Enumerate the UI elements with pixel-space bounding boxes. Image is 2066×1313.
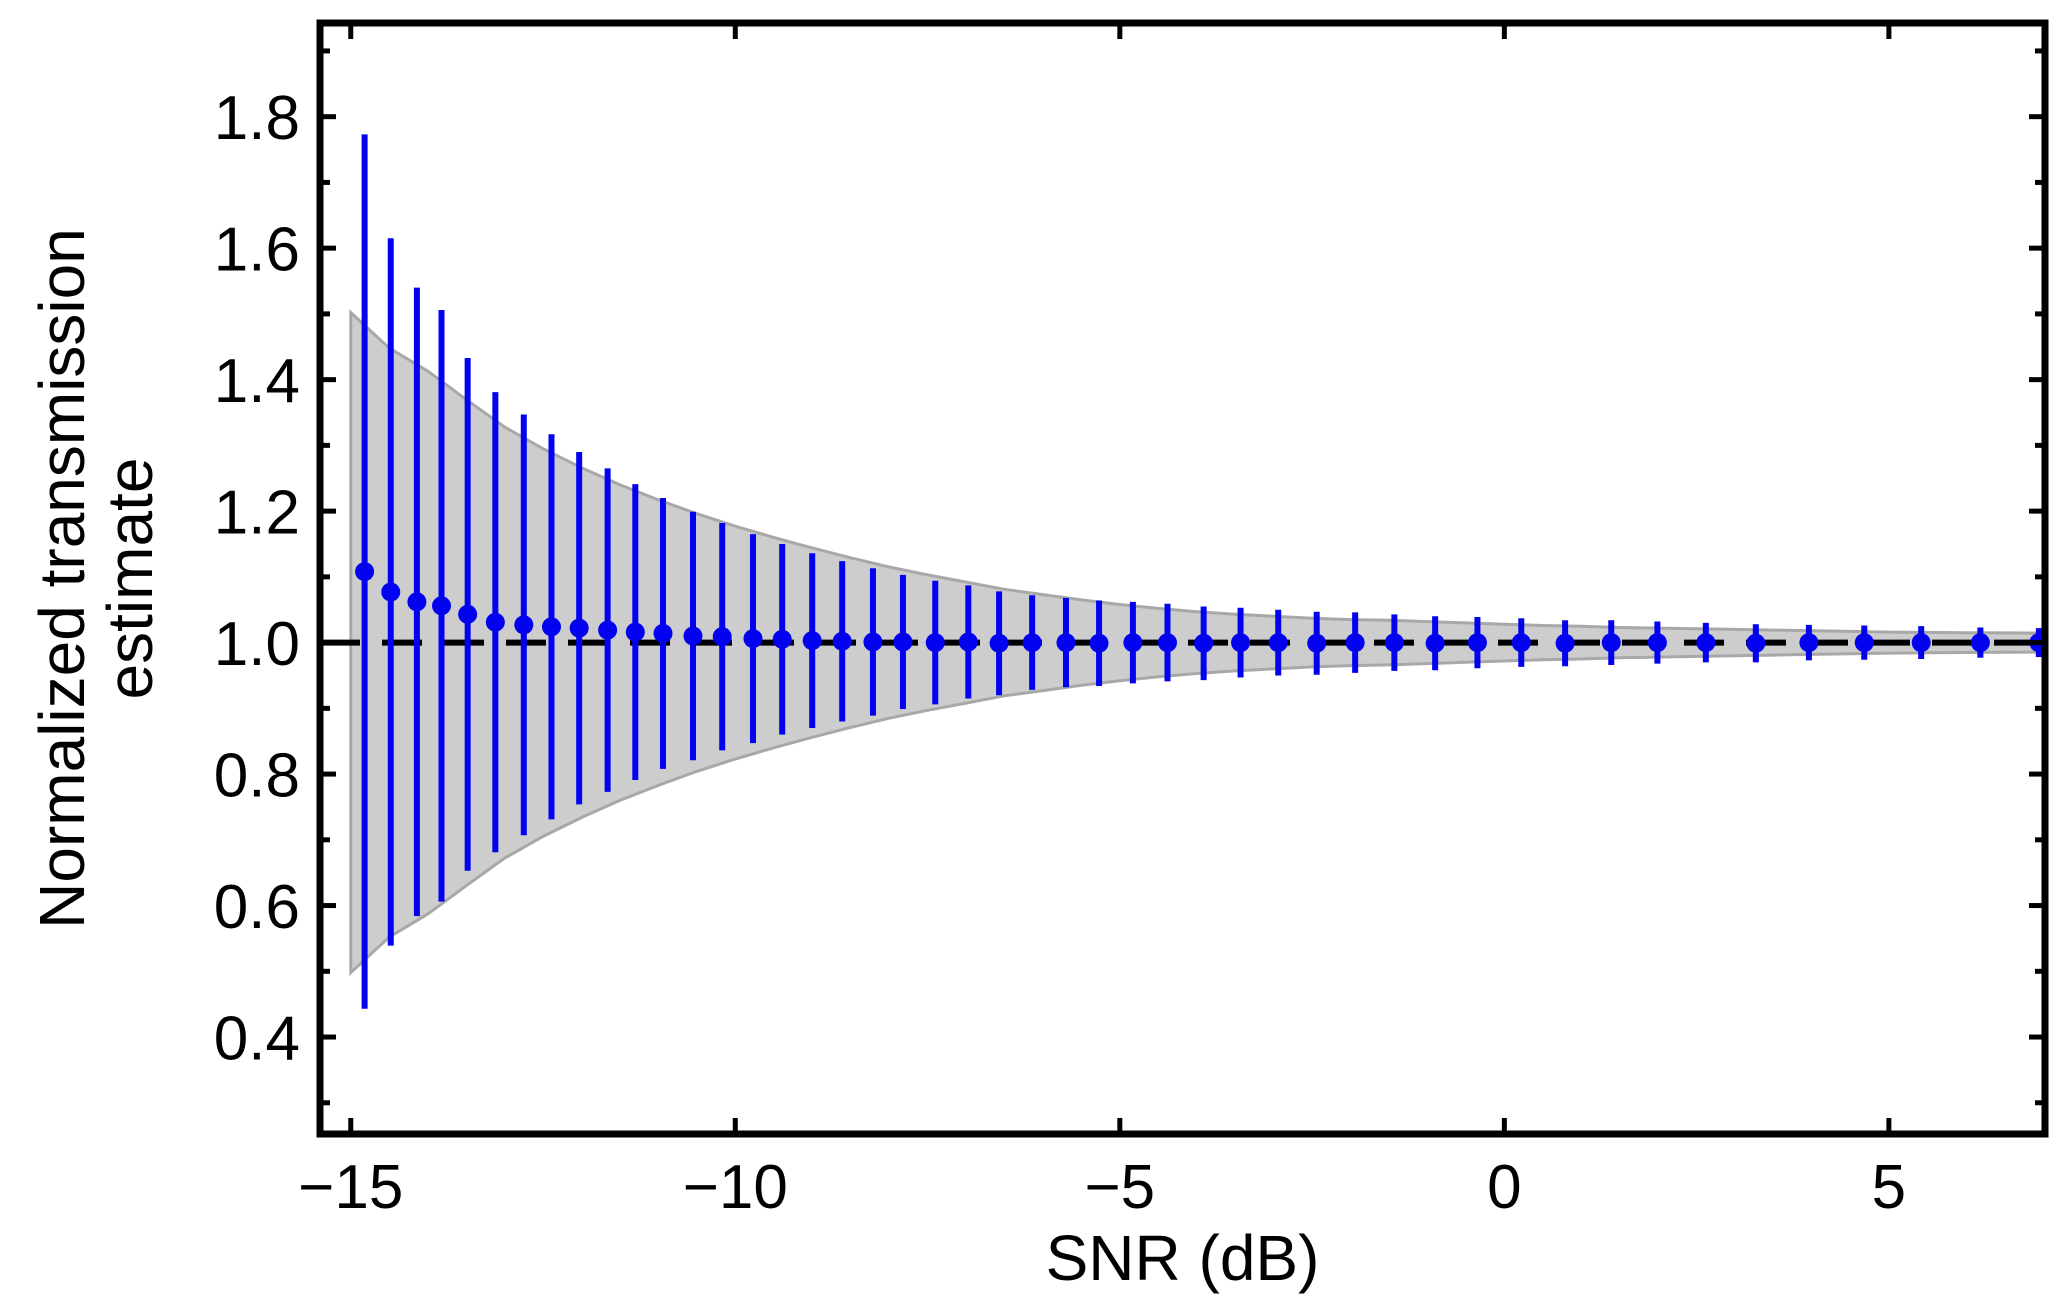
data-point bbox=[989, 633, 1009, 653]
data-point bbox=[1746, 633, 1766, 653]
y-axis-label-line1: Normalized transmission bbox=[26, 228, 98, 929]
data-point bbox=[1345, 633, 1365, 653]
data-point bbox=[1647, 633, 1667, 653]
data-point bbox=[1467, 633, 1487, 653]
y-tick-label: 0.4 bbox=[214, 1004, 300, 1073]
data-point bbox=[1601, 633, 1621, 653]
data-point bbox=[485, 612, 505, 632]
data-point bbox=[958, 632, 978, 652]
data-point bbox=[1158, 633, 1178, 653]
data-point bbox=[1799, 633, 1819, 653]
data-point bbox=[1696, 633, 1716, 653]
data-point bbox=[1056, 633, 1076, 653]
data-point bbox=[514, 615, 534, 635]
data-point bbox=[653, 623, 673, 643]
data-point bbox=[569, 618, 589, 638]
data-point bbox=[407, 592, 427, 612]
y-tick-label: 0.8 bbox=[214, 741, 300, 810]
data-point bbox=[802, 631, 822, 651]
y-tick-label: 0.6 bbox=[214, 873, 300, 942]
data-point bbox=[1022, 633, 1042, 653]
y-axis-label-line2: estimate bbox=[94, 458, 166, 700]
x-tick-label: −10 bbox=[683, 1153, 788, 1222]
x-tick-label: 0 bbox=[1487, 1153, 1521, 1222]
data-point bbox=[712, 627, 732, 647]
data-point bbox=[1089, 633, 1109, 653]
data-point bbox=[1194, 633, 1214, 653]
y-tick-label: 1.4 bbox=[214, 347, 300, 416]
data-point bbox=[743, 629, 763, 649]
data-point bbox=[1307, 633, 1327, 653]
x-tick-label: 5 bbox=[1872, 1153, 1906, 1222]
data-point bbox=[1970, 633, 1990, 653]
data-point bbox=[863, 632, 883, 652]
data-point bbox=[1854, 633, 1874, 653]
data-point bbox=[1123, 633, 1143, 653]
data-point bbox=[598, 620, 618, 640]
data-point bbox=[683, 626, 703, 646]
y-tick-label: 1.0 bbox=[214, 610, 300, 679]
data-point bbox=[1511, 633, 1531, 653]
x-tick-label: −5 bbox=[1084, 1153, 1155, 1222]
y-tick-label: 1.8 bbox=[214, 84, 300, 153]
data-point bbox=[541, 617, 561, 637]
x-axis-label: SNR (dB) bbox=[1046, 1222, 1320, 1294]
data-point bbox=[925, 633, 945, 653]
data-point bbox=[1268, 633, 1288, 653]
y-tick-label: 1.2 bbox=[214, 478, 300, 547]
data-point bbox=[625, 622, 645, 642]
data-point bbox=[1911, 633, 1931, 653]
data-point bbox=[893, 632, 913, 652]
data-point bbox=[381, 582, 401, 602]
data-point bbox=[1555, 633, 1575, 653]
data-point bbox=[1231, 633, 1251, 653]
data-point bbox=[772, 629, 792, 649]
data-point bbox=[458, 604, 478, 624]
data-point bbox=[1384, 633, 1404, 653]
data-point bbox=[1425, 633, 1445, 653]
data-point bbox=[355, 562, 375, 582]
data-point bbox=[432, 596, 452, 616]
y-tick-label: 1.6 bbox=[214, 215, 300, 284]
x-tick-label: −15 bbox=[298, 1153, 403, 1222]
data-point bbox=[832, 631, 852, 651]
